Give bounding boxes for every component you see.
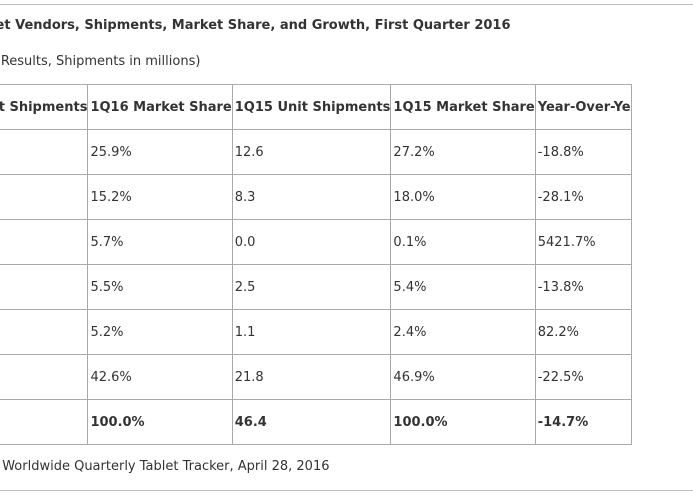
- table-row: 16.942.6%21.846.9%-22.5%: [0, 354, 632, 400]
- header-row: 1Q16 Unit Shipments 1Q16 Market Share 1Q…: [0, 84, 632, 130]
- table-row: 2.15.2%1.12.4%82.2%: [0, 309, 632, 355]
- table-cell: 2.1: [0, 309, 89, 355]
- header-1q16-shipments: 1Q16 Unit Shipments: [0, 84, 89, 130]
- table-body: 10.325.9%12.627.2%-18.8%g6.015.2%8.318.0…: [0, 129, 632, 445]
- table-cell: 25.9%: [87, 129, 233, 175]
- table-cell: 18.0%: [390, 174, 536, 220]
- table-cell: 10.3: [0, 129, 89, 175]
- table-cell: 39.6: [0, 399, 89, 445]
- table-cell: 2.2: [0, 219, 89, 265]
- header-1q15-shipments: 1Q15 Unit Shipments: [231, 84, 392, 130]
- table-cell: 12.6: [231, 129, 392, 175]
- table-cell: 16.9: [0, 354, 89, 400]
- table-subtitle: y Results, Shipments in millions): [0, 54, 201, 69]
- table-cell: 46.9%: [390, 354, 536, 400]
- table-cell: -13.8%: [534, 264, 632, 310]
- table-cell: 42.6%: [87, 354, 233, 400]
- table-cell: 82.2%: [534, 309, 632, 355]
- header-1q15-share: 1Q15 Market Share: [390, 84, 536, 130]
- table-cell: 27.2%: [390, 129, 536, 175]
- table-row: com2.25.7%0.00.1%5421.7%: [0, 219, 632, 265]
- header-yoy-growth: Year-Over-Ye: [534, 84, 632, 130]
- table-cell: 2.5: [231, 264, 392, 310]
- shipments-table: 1Q16 Unit Shipments 1Q16 Market Share 1Q…: [0, 84, 632, 445]
- table-cell: 5.2%: [87, 309, 233, 355]
- table-cell: -28.1%: [534, 174, 632, 220]
- table-cell: -14.7%: [534, 399, 632, 445]
- table-cell: 5.4%: [390, 264, 536, 310]
- table-cell: 100.0%: [87, 399, 233, 445]
- table-cell: 46.4: [231, 399, 392, 445]
- table-cell: 2.4%: [390, 309, 536, 355]
- top-divider: [0, 4, 693, 5]
- table-cell: 15.2%: [87, 174, 233, 220]
- bottom-divider: [0, 490, 693, 491]
- table-cell: 5421.7%: [534, 219, 632, 265]
- table-cell: 5.5%: [87, 264, 233, 310]
- table-cell: -22.5%: [534, 354, 632, 400]
- table-title: ablet Vendors, Shipments, Market Share, …: [0, 18, 511, 33]
- table-cell: 6.0: [0, 174, 89, 220]
- table-cell: 21.8: [231, 354, 392, 400]
- table-row: 2.25.5%2.55.4%-13.8%: [0, 264, 632, 310]
- table-cell: -18.8%: [534, 129, 632, 175]
- table-cell: 100.0%: [390, 399, 536, 445]
- table-cell: 5.7%: [87, 219, 233, 265]
- table-cell: 1.1: [231, 309, 392, 355]
- source-note: C Worldwide Quarterly Tablet Tracker, Ap…: [0, 459, 330, 474]
- table-cell: 0.0: [231, 219, 392, 265]
- table-row: 10.325.9%12.627.2%-18.8%: [0, 129, 632, 175]
- header-1q16-share: 1Q16 Market Share: [87, 84, 233, 130]
- table-row: g6.015.2%8.318.0%-28.1%: [0, 174, 632, 220]
- table-cell: 2.2: [0, 264, 89, 310]
- table-cell: 8.3: [231, 174, 392, 220]
- table-cell: 0.1%: [390, 219, 536, 265]
